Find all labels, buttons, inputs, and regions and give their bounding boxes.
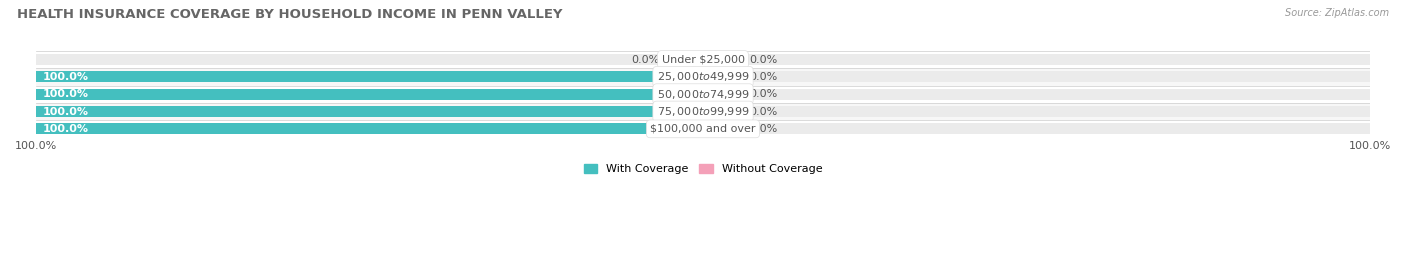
Text: Under $25,000: Under $25,000 — [661, 55, 745, 65]
Bar — [703, 123, 737, 134]
Bar — [703, 54, 1369, 65]
Text: 0.0%: 0.0% — [749, 89, 778, 99]
Bar — [703, 72, 1369, 82]
Text: $25,000 to $49,999: $25,000 to $49,999 — [657, 70, 749, 83]
Bar — [37, 123, 703, 134]
Text: 100.0%: 100.0% — [42, 89, 89, 99]
Bar — [669, 54, 703, 65]
Text: 0.0%: 0.0% — [749, 124, 778, 134]
Text: HEALTH INSURANCE COVERAGE BY HOUSEHOLD INCOME IN PENN VALLEY: HEALTH INSURANCE COVERAGE BY HOUSEHOLD I… — [17, 8, 562, 21]
Legend: With Coverage, Without Coverage: With Coverage, Without Coverage — [579, 160, 827, 179]
Bar — [703, 89, 1369, 100]
Bar — [37, 51, 1369, 68]
Text: $75,000 to $99,999: $75,000 to $99,999 — [657, 105, 749, 118]
Text: 100.0%: 100.0% — [42, 72, 89, 82]
Bar — [37, 89, 703, 100]
Bar — [37, 120, 1369, 137]
Text: 0.0%: 0.0% — [749, 107, 778, 116]
Text: $50,000 to $74,999: $50,000 to $74,999 — [657, 88, 749, 101]
Bar — [37, 106, 703, 117]
Bar — [703, 106, 1369, 117]
Text: 100.0%: 100.0% — [42, 107, 89, 116]
Bar — [703, 123, 1369, 134]
Bar — [37, 54, 703, 65]
Bar — [37, 72, 703, 82]
Bar — [37, 68, 1369, 86]
Text: 0.0%: 0.0% — [631, 55, 659, 65]
Bar — [37, 106, 703, 117]
Bar — [703, 54, 737, 65]
Bar — [37, 103, 1369, 120]
Bar — [37, 72, 703, 82]
Bar — [703, 89, 737, 100]
Bar — [703, 106, 737, 117]
Text: 0.0%: 0.0% — [749, 72, 778, 82]
Bar — [37, 89, 703, 100]
Bar — [37, 86, 1369, 103]
Bar — [703, 72, 737, 82]
Text: 100.0%: 100.0% — [42, 124, 89, 134]
Text: 0.0%: 0.0% — [749, 55, 778, 65]
Text: $100,000 and over: $100,000 and over — [650, 124, 756, 134]
Text: Source: ZipAtlas.com: Source: ZipAtlas.com — [1285, 8, 1389, 18]
Bar — [37, 123, 703, 134]
